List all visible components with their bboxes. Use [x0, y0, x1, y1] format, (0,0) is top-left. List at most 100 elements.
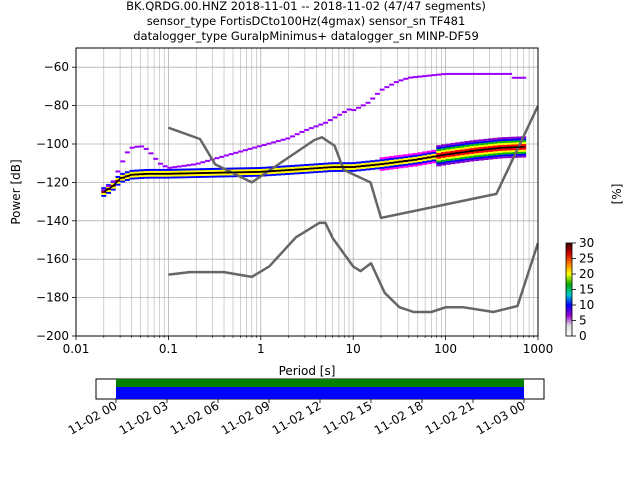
- density-cell: [464, 142, 470, 145]
- density-cell: [148, 170, 154, 173]
- density-cell: [247, 169, 253, 172]
- density-cell: [195, 168, 201, 171]
- density-cell: [511, 144, 517, 147]
- density-cell: [374, 167, 380, 170]
- density-cell: [228, 167, 234, 170]
- density-cell: [507, 154, 513, 157]
- density-cell: [294, 172, 300, 175]
- colorbar-tick-label: 5: [579, 314, 587, 328]
- density-cell: [323, 170, 329, 173]
- density-cell: [417, 159, 423, 162]
- density-cell: [365, 168, 371, 171]
- density-cell: [275, 140, 281, 143]
- density-cell: [337, 167, 343, 170]
- density-cell: [474, 141, 480, 144]
- density-cell: [247, 147, 253, 150]
- density-cell: [521, 147, 527, 150]
- density-cell: [459, 155, 465, 158]
- density-cell: [516, 76, 522, 79]
- density-cell: [521, 151, 527, 154]
- density-cell: [507, 152, 513, 155]
- density-cell: [351, 167, 357, 170]
- density-cell: [219, 175, 225, 178]
- density-cell: [436, 162, 442, 165]
- density-cell: [346, 162, 352, 165]
- density-cell: [285, 165, 291, 168]
- density-cell: [440, 148, 446, 151]
- density-cell: [516, 155, 522, 158]
- density-cell: [450, 156, 456, 159]
- density-cell: [186, 168, 192, 171]
- density-cell: [181, 164, 187, 167]
- density-cell: [186, 170, 192, 173]
- density-cell: [445, 149, 451, 152]
- density-cell: [313, 171, 319, 174]
- density-cell: [431, 151, 437, 154]
- density-cell: [124, 173, 130, 176]
- density-cell: [271, 171, 277, 174]
- y-ticks: −60 −80 −100 −120 −140 −160 −180 −200: [36, 60, 76, 343]
- density-cell: [431, 74, 437, 77]
- density-cell: [280, 171, 286, 174]
- density-cell: [511, 142, 517, 145]
- density-cell: [403, 154, 409, 157]
- density-cell: [106, 186, 112, 189]
- density-cell: [327, 168, 333, 171]
- density-cell: [440, 159, 446, 162]
- density-cell: [356, 161, 362, 164]
- density-cell: [167, 168, 173, 171]
- density-cell: [398, 79, 404, 82]
- density-cell: [483, 152, 489, 155]
- density-cell: [422, 161, 428, 164]
- density-cell: [341, 111, 347, 114]
- density-cell: [238, 150, 244, 153]
- low-noise-model-line: [168, 221, 538, 314]
- density-cell: [455, 144, 461, 147]
- density-cell: [464, 156, 470, 159]
- density-cell: [478, 154, 484, 157]
- density-cell: [379, 159, 385, 162]
- colorbar-tick-label: 15: [579, 283, 594, 297]
- density-cell: [488, 149, 494, 152]
- density-cell: [436, 73, 442, 76]
- density-cell: [299, 164, 305, 167]
- density-cell: [266, 172, 272, 175]
- density-cell: [440, 144, 446, 147]
- density-cell: [450, 142, 456, 145]
- density-cell: [440, 157, 446, 160]
- coverage-tick-label: 11-02 21: [423, 398, 477, 437]
- density-cell: [426, 152, 432, 155]
- density-cell: [313, 169, 319, 172]
- density-cell: [370, 167, 376, 170]
- density-cell: [488, 151, 494, 154]
- density-cell: [511, 136, 517, 139]
- coverage-band-bottom: [116, 387, 524, 399]
- density-cell: [285, 137, 291, 140]
- density-cell: [360, 161, 366, 164]
- density-cell: [266, 142, 272, 145]
- density-cell: [474, 145, 480, 148]
- density-cell: [412, 162, 418, 165]
- density-cell: [426, 74, 432, 77]
- density-cell: [478, 143, 484, 146]
- density-cell: [502, 137, 508, 140]
- density-cell: [507, 156, 513, 159]
- density-cell: [412, 164, 418, 167]
- density-cell: [459, 160, 465, 163]
- density-cell: [440, 73, 446, 76]
- density-cell: [356, 167, 362, 170]
- density-cell: [209, 173, 215, 176]
- density-cell: [393, 159, 399, 162]
- density-cell: [205, 175, 211, 178]
- density-cell: [455, 148, 461, 151]
- density-cell: [370, 165, 376, 168]
- colorbar-label: [%]: [610, 184, 624, 205]
- density-cell: [323, 164, 329, 167]
- density-cell: [483, 154, 489, 157]
- density-cell: [497, 139, 503, 142]
- density-cell: [337, 169, 343, 172]
- density-cell: [507, 72, 513, 75]
- density-cell: [176, 170, 182, 173]
